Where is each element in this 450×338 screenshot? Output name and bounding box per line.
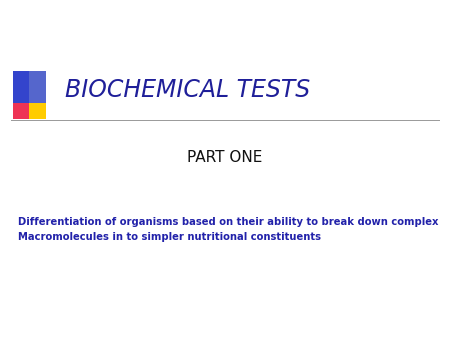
Text: Differentiation of organisms based on their ability to break down complex
Macrom: Differentiation of organisms based on th… bbox=[18, 217, 438, 242]
Text: PART ONE: PART ONE bbox=[187, 150, 263, 165]
Bar bbox=[13, 103, 31, 119]
Bar bbox=[29, 71, 46, 103]
Bar bbox=[29, 103, 46, 119]
Bar bbox=[13, 71, 31, 103]
Text: BIOCHEMICAL TESTS: BIOCHEMICAL TESTS bbox=[65, 77, 310, 102]
